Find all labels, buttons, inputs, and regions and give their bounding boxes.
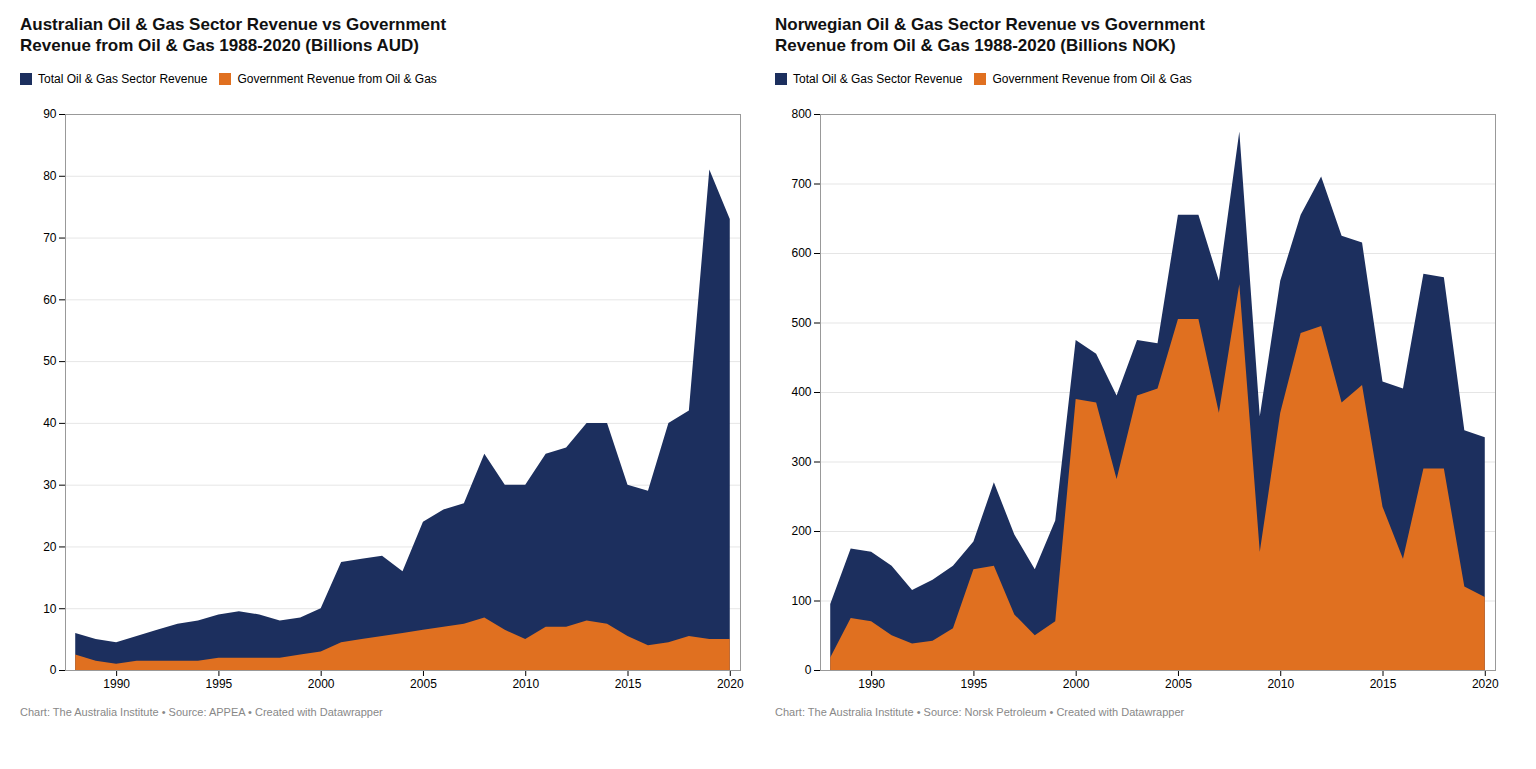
svg-text:1990: 1990 [858, 677, 885, 691]
html-text:Chart: The Australia Institute: Chart: The Australia Institute • Source:… [20, 705, 383, 718]
svg-text:60: 60 [43, 292, 57, 306]
svg-text:200: 200 [791, 524, 811, 538]
svg-text:40: 40 [43, 416, 57, 430]
html-text:Government Revenue from Oil &: Government Revenue from Oil & Gas [992, 72, 1192, 86]
svg-text:800: 800 [791, 107, 811, 121]
svg-text:90: 90 [43, 107, 57, 121]
svg-text:700: 700 [791, 176, 811, 190]
html-text:Government Revenue from Oil &: Government Revenue from Oil & Gas [237, 72, 437, 86]
svg-text:2020: 2020 [1472, 677, 1499, 691]
svg-text:2015: 2015 [615, 677, 642, 691]
svg-text:600: 600 [791, 246, 811, 260]
svg-text:80: 80 [43, 169, 57, 183]
svg-text:500: 500 [791, 315, 811, 329]
svg-text:20: 20 [43, 539, 57, 553]
svg-text:0: 0 [50, 663, 57, 677]
svg-text:30: 30 [43, 478, 57, 492]
svg-text:300: 300 [791, 454, 811, 468]
svg-text:2005: 2005 [410, 677, 437, 691]
html-text:Chart: The Australia Institute: Chart: The Australia Institute • Source:… [775, 705, 1185, 718]
svg-text:1995: 1995 [961, 677, 988, 691]
svg-text:70: 70 [43, 230, 57, 244]
svg-text:400: 400 [791, 385, 811, 399]
svg-text:1990: 1990 [103, 677, 130, 691]
svg-text:0: 0 [805, 663, 812, 677]
svg-text:1995: 1995 [206, 677, 233, 691]
html-text:Norwegian Oil & Gas Sector Rev: Norwegian Oil & Gas Sector Revenue vs Go… [775, 15, 1205, 56]
svg-text:10: 10 [43, 601, 57, 615]
svg-text:2000: 2000 [1063, 677, 1090, 691]
svg-text:2020: 2020 [717, 677, 744, 691]
svg-text:100: 100 [791, 593, 811, 607]
svg-text:2000: 2000 [308, 677, 335, 691]
html-text:Total Oil & Gas Sector Revenue: Total Oil & Gas Sector Revenue [38, 72, 208, 86]
html-text:Total Oil & Gas Sector Revenue: Total Oil & Gas Sector Revenue [793, 72, 963, 86]
html-text:Australian Oil & Gas Sector Re: Australian Oil & Gas Sector Revenue vs G… [20, 15, 447, 56]
svg-text:2015: 2015 [1370, 677, 1397, 691]
svg-text:2010: 2010 [512, 677, 539, 691]
svg-text:50: 50 [43, 354, 57, 368]
svg-text:2005: 2005 [1165, 677, 1192, 691]
svg-text:2010: 2010 [1267, 677, 1294, 691]
